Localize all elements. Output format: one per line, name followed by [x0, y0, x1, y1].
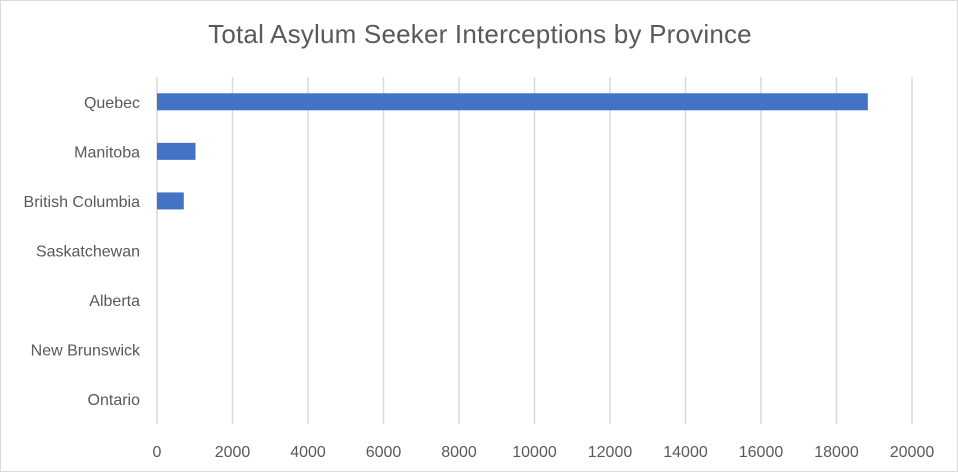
category-label: New Brunswick	[31, 343, 141, 360]
x-tick-label: 12000	[588, 444, 633, 461]
bar-manitoba	[157, 142, 196, 160]
x-tick-label: 14000	[663, 444, 708, 461]
chart-title: Total Asylum Seeker Interceptions by Pro…	[208, 19, 752, 49]
x-tick-label: 6000	[366, 444, 402, 461]
category-label: Alberta	[89, 293, 140, 310]
x-tick-label: 4000	[290, 444, 326, 461]
x-tick-label: 0	[153, 444, 162, 461]
x-tick-label: 8000	[441, 444, 477, 461]
x-tick-label: 2000	[215, 444, 251, 461]
category-label: Ontario	[88, 392, 141, 409]
category-label: Manitoba	[74, 144, 140, 161]
category-label: Quebec	[84, 95, 140, 112]
x-tick-label: 16000	[739, 444, 784, 461]
category-label: British Columbia	[24, 194, 141, 211]
bar-quebec	[157, 93, 868, 111]
x-tick-label: 10000	[512, 444, 557, 461]
category-label: Saskatchewan	[36, 244, 140, 261]
x-tick-label: 18000	[814, 444, 859, 461]
x-tick-label: 20000	[890, 444, 935, 461]
bar-british-columbia	[157, 192, 184, 210]
